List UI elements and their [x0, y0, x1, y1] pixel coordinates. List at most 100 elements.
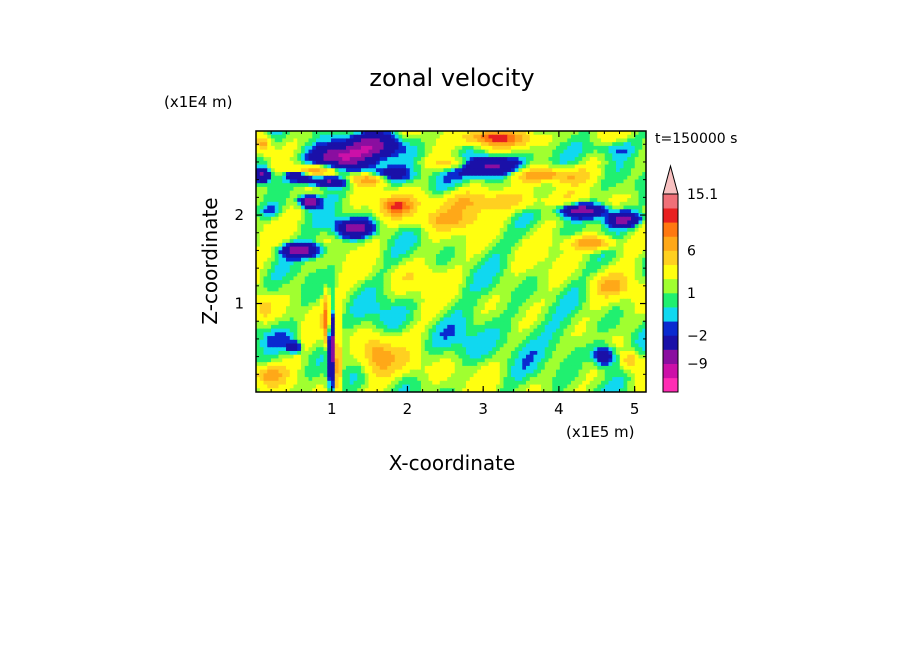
heat-cell: [529, 172, 535, 177]
heat-cell: [409, 172, 415, 177]
heat-cell: [391, 216, 396, 222]
heat-cell: [589, 134, 595, 140]
heat-cell: [582, 246, 587, 251]
heat-cell: [488, 306, 493, 311]
heat-cell: [304, 242, 310, 248]
heat-cell: [274, 239, 280, 244]
heat-cell: [499, 257, 505, 263]
heat-cell: [391, 164, 396, 169]
heat-cell: [586, 268, 591, 274]
heat-cell: [286, 168, 291, 173]
heat-cell: [469, 272, 475, 278]
heat-cell: [571, 298, 576, 304]
heat-cell: [361, 239, 366, 244]
heat-cell: [263, 160, 268, 166]
heat-cell: [361, 209, 366, 214]
heat-cell: [357, 227, 362, 233]
heat-cell: [589, 190, 595, 195]
heat-cell: [286, 298, 291, 304]
heat-cell: [297, 231, 302, 236]
heat-cell: [391, 198, 396, 203]
heat-cell: [578, 227, 583, 233]
heat-cell: [297, 149, 302, 154]
heat-cell: [638, 153, 643, 158]
heat-cell: [327, 224, 332, 229]
heat-cell: [634, 283, 640, 289]
heat-cell: [263, 190, 268, 195]
heat-cell: [436, 239, 441, 244]
heat-cell: [286, 302, 291, 307]
heat-cell: [372, 145, 377, 151]
heat-cell: [338, 283, 343, 289]
heat-cell: [571, 216, 576, 222]
heat-cell: [481, 283, 486, 289]
heat-cell: [529, 216, 535, 222]
heat-cell: [608, 198, 613, 203]
heat-cell: [353, 172, 358, 177]
heat-cell: [526, 220, 531, 225]
heat-cell: [574, 153, 580, 158]
heat-cell: [338, 242, 343, 248]
heat-cell: [353, 183, 358, 188]
heat-cell: [406, 261, 411, 266]
heat-cell: [507, 131, 512, 136]
heat-cell: [631, 283, 636, 289]
heat-cell: [597, 183, 602, 188]
heat-cell: [533, 160, 538, 166]
heat-cell: [601, 153, 606, 158]
heat-cell: [259, 209, 265, 214]
heat-cell: [271, 224, 276, 229]
heat-cell: [473, 145, 478, 151]
heat-cell: [567, 272, 572, 278]
heat-cell: [616, 216, 621, 222]
heat-cell: [529, 138, 535, 143]
heat-cell: [286, 257, 291, 263]
heat-cell: [492, 265, 497, 270]
heat-cell: [586, 175, 591, 181]
heat-cell: [492, 209, 497, 214]
heat-cell: [428, 205, 433, 210]
heat-cell: [548, 291, 553, 296]
heat-cell: [604, 250, 610, 255]
heat-cell: [604, 291, 610, 296]
heat-cell: [323, 224, 328, 229]
heat-cell: [353, 261, 358, 266]
heat-cell: [499, 145, 505, 151]
heat-cell: [282, 134, 287, 140]
heat-cell: [413, 213, 418, 218]
heat-cell: [638, 302, 643, 307]
heat-cell: [263, 257, 268, 263]
heat-cell: [612, 291, 617, 296]
heat-cell: [529, 272, 535, 278]
heat-cell: [473, 254, 478, 259]
heat-cell: [492, 231, 497, 236]
heat-cell: [462, 280, 467, 285]
heat-cell: [604, 231, 610, 236]
heat-cell: [424, 213, 430, 218]
heat-cell: [379, 295, 385, 300]
heat-cell: [619, 220, 625, 225]
heat-cell: [537, 172, 542, 177]
heat-cell: [353, 239, 358, 244]
heat-cell: [342, 157, 347, 162]
heat-cell: [391, 153, 396, 158]
heat-cell: [514, 186, 520, 192]
heat-cell: [338, 254, 343, 259]
heat-cell: [361, 287, 366, 292]
heat-cell: [421, 287, 426, 292]
heat-cell: [496, 261, 501, 266]
heat-cell: [507, 295, 512, 300]
heat-cell: [413, 164, 418, 169]
heat-cell: [334, 198, 340, 203]
heat-cell: [559, 287, 565, 292]
heat-cell: [556, 261, 561, 266]
heat-cell: [376, 298, 381, 304]
heat-cell: [529, 250, 535, 255]
heat-cell: [496, 209, 501, 214]
heat-cell: [642, 302, 646, 307]
heat-cell: [436, 261, 441, 266]
heat-cell: [484, 257, 490, 263]
heat-cell: [503, 213, 508, 218]
heat-cell: [413, 209, 418, 214]
heat-cell: [612, 201, 617, 207]
